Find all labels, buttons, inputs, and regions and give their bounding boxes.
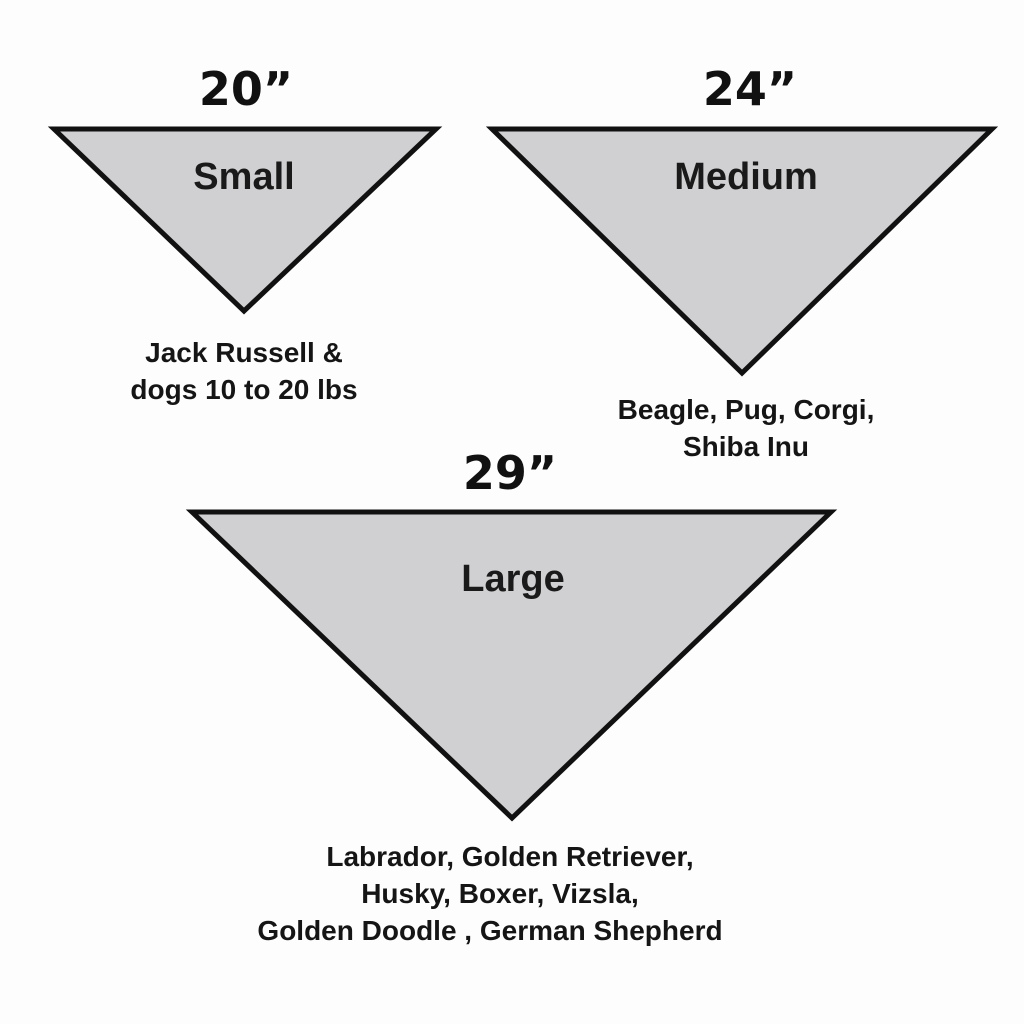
small-bandana-triangle — [47, 126, 443, 315]
medium-description: Beagle, Pug, Corgi, Shiba Inu — [618, 391, 875, 465]
description-line: Husky, Boxer, Vizsla, — [361, 878, 639, 909]
large-name-label: Large — [461, 558, 565, 600]
small-size-label: 20” — [198, 62, 294, 116]
large-bandana-triangle — [185, 509, 838, 822]
description-line: Jack Russell & — [145, 337, 343, 368]
medium-bandana-triangle — [485, 126, 999, 377]
description-line: Golden Doodle , German Shepherd — [257, 915, 723, 946]
medium-size-label: 24” — [702, 62, 798, 116]
description-line: dogs 10 to 20 lbs — [130, 374, 358, 405]
description-line: Beagle, Pug, Corgi, — [617, 394, 875, 425]
description-line: Labrador, Golden Retriever, — [326, 841, 694, 872]
large-description: Labrador, Golden Retriever, Husky, Boxer… — [257, 838, 722, 949]
description-line: Shiba Inu — [682, 431, 809, 462]
small-description: Jack Russell & dogs 10 to 20 lbs — [130, 334, 357, 408]
medium-name-label: Medium — [674, 156, 818, 198]
large-size-label: 29” — [462, 446, 558, 500]
small-name-label: Small — [193, 156, 295, 198]
